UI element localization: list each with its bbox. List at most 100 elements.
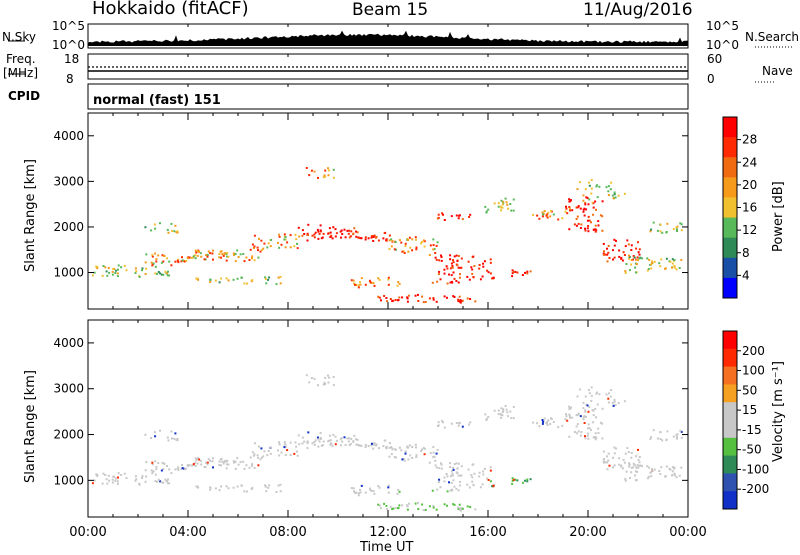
velocity-cell <box>386 508 388 510</box>
power-cell <box>679 222 681 224</box>
power-cell <box>588 182 590 184</box>
power-cell <box>441 260 443 262</box>
power-cell <box>391 300 393 302</box>
velocity-cell <box>365 444 367 446</box>
power-cell <box>237 278 239 280</box>
power-cell <box>618 195 620 197</box>
power-cell <box>613 197 615 199</box>
power-cell <box>638 251 640 253</box>
power-cell <box>595 231 597 233</box>
power-cell <box>320 224 322 226</box>
velocity-cell <box>660 431 662 433</box>
power-cell <box>613 239 615 241</box>
velocity-colorbar-swatch <box>723 438 737 456</box>
velocity-cell <box>638 465 640 467</box>
velocity-cell <box>193 463 195 465</box>
velocity-cell <box>500 417 502 419</box>
beam-title: Beam 15 <box>352 2 428 19</box>
power-cell <box>335 228 337 230</box>
velocity-cell <box>607 398 609 400</box>
colorbar-tick-label: 100 <box>742 364 765 378</box>
velocity-cell <box>453 469 455 471</box>
power-cell <box>386 300 388 302</box>
velocity-cell <box>157 462 159 464</box>
velocity-cell <box>446 473 448 475</box>
power-cell <box>332 226 334 228</box>
velocity-cell <box>603 462 605 464</box>
power-cell <box>507 208 509 210</box>
power-colorbar-swatch <box>723 177 737 198</box>
velocity-cell <box>592 421 594 423</box>
velocity-cell <box>106 483 108 485</box>
colorbar-tick-label: 15 <box>742 403 757 417</box>
power-cell <box>391 245 393 247</box>
power-cell <box>470 266 472 268</box>
velocity-colorbar-swatch <box>723 367 737 385</box>
power-cell <box>373 236 375 238</box>
power-cell <box>408 295 410 297</box>
power-cell <box>221 250 223 252</box>
power-cell <box>598 186 600 188</box>
x-tick-label: 00:00 <box>669 525 706 540</box>
velocity-cell <box>565 413 567 415</box>
power-cell <box>228 279 230 281</box>
power-cell <box>584 203 586 205</box>
power-cell <box>571 209 573 211</box>
velocity-cell <box>161 470 163 472</box>
x-tick-label: 04:00 <box>169 525 206 540</box>
velocity-cell <box>557 426 559 428</box>
power-cell <box>406 296 408 298</box>
velocity-cell <box>218 464 220 466</box>
velocity-cell <box>626 471 628 473</box>
power-cell <box>438 271 440 273</box>
power-cell <box>425 301 427 303</box>
velocity-cell <box>211 460 213 462</box>
power-cell <box>462 218 464 220</box>
power-cell <box>170 264 172 266</box>
power-cell <box>585 188 587 190</box>
power-cell <box>398 299 400 301</box>
power-cell <box>493 277 495 279</box>
power-cell <box>417 300 419 302</box>
velocity-cell <box>608 453 610 455</box>
velocity-cell <box>653 429 655 431</box>
colorbar-tick-label: 8 <box>742 246 750 260</box>
power-cell <box>387 279 389 281</box>
power-heatmap-cells <box>92 167 683 304</box>
power-cell <box>511 275 513 277</box>
velocity-cell <box>473 484 475 486</box>
velocity-cell <box>168 468 170 470</box>
velocity-cell <box>679 475 681 477</box>
velocity-cell <box>577 423 579 425</box>
velocity-cell <box>407 458 409 460</box>
power-cell <box>672 263 674 265</box>
freq-tick-low: 8 <box>66 73 74 85</box>
power-cell <box>185 260 187 262</box>
power-cell <box>324 174 326 176</box>
power-cell <box>353 280 355 282</box>
power-cell <box>308 174 310 176</box>
velocity-cell <box>209 486 211 488</box>
power-cell <box>193 255 195 257</box>
velocity-cell <box>267 487 269 489</box>
power-cell <box>444 295 446 297</box>
velocity-cell <box>613 405 615 407</box>
velocity-cell <box>373 444 375 446</box>
power-cell <box>257 249 259 251</box>
power-cell <box>307 224 309 226</box>
velocity-cell <box>634 464 636 466</box>
velocity-colorbar-swatch <box>723 331 737 349</box>
power-cell <box>583 194 585 196</box>
velocity-heatmap-cells <box>92 374 683 511</box>
power-cell <box>135 270 137 272</box>
power-cell <box>479 264 481 266</box>
power-cell <box>603 254 605 256</box>
velocity-cell <box>473 473 475 475</box>
velocity-cell <box>459 481 461 483</box>
power-cell <box>257 247 259 249</box>
power-cell <box>612 249 614 251</box>
power-cell <box>322 237 324 239</box>
velocity-cell <box>658 470 660 472</box>
power-cell <box>317 229 319 231</box>
power-cell <box>536 215 538 217</box>
